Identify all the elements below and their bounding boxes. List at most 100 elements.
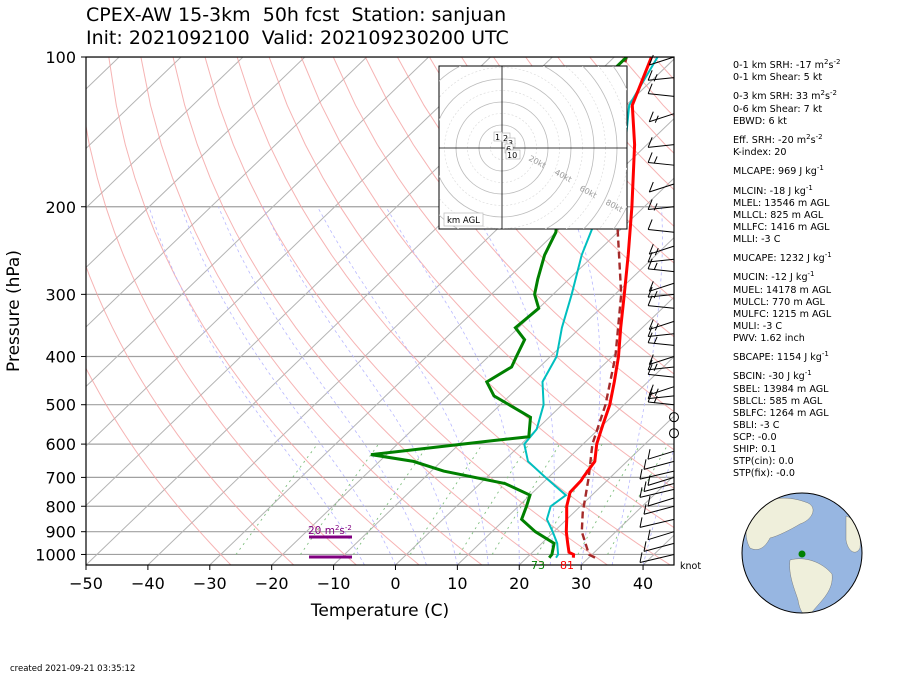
svg-text:1: 1 — [495, 133, 500, 142]
isotherm-gridline — [457, 356, 674, 565]
wind-barb — [648, 243, 675, 256]
dry-adiabat — [332, 57, 674, 451]
surface-dewpoint-label: 73 — [531, 559, 545, 572]
mixing-ratio-line — [577, 443, 641, 555]
wind-barb — [639, 517, 675, 528]
y-tick-label: 700 — [45, 468, 76, 487]
index-line: MLLCL: 825 m AGL — [733, 209, 824, 221]
index-line: MULFC: 1215 m AGL — [733, 308, 832, 320]
svg-text:6: 6 — [506, 145, 511, 154]
moist-adiabat — [385, 206, 520, 565]
sounding-indices-panel: 0-1 km SRH: -17 m2s-2 0-1 km Shear: 5 kt 0… — [733, 56, 840, 481]
wind-barb — [639, 552, 675, 563]
wind-barb — [647, 359, 675, 371]
wind-barb — [639, 487, 675, 498]
x-axis-label: Temperature (C) — [310, 601, 449, 621]
wind-barb — [643, 459, 675, 470]
hodograph-unit-box: km AGL — [443, 212, 484, 227]
x-tick-label: −20 — [255, 574, 289, 593]
x-tick-label: 20 — [509, 574, 529, 593]
y-axis-label: Pressure (hPa) — [4, 250, 24, 372]
wind-barb — [647, 295, 675, 309]
index-line: MLLI: -3 C — [733, 234, 781, 246]
wind-barb — [647, 70, 675, 82]
wind-barb — [648, 319, 675, 331]
index-line: 0-1 km SRH: -17 m2s-2 — [733, 58, 841, 72]
index-line: SBEL: 13984 m AGL — [733, 383, 829, 395]
dry-adiabat — [493, 57, 674, 264]
wind-barb — [647, 251, 675, 263]
isotherm-gridline — [518, 415, 674, 565]
y-tick-label: 400 — [45, 348, 76, 367]
temperature-trace — [564, 57, 653, 558]
dry-adiabat — [140, 57, 483, 565]
wind-barb — [643, 541, 675, 552]
wind-barb — [648, 354, 675, 366]
x-tick-label: 40 — [633, 574, 653, 593]
x-tick-label: −50 — [69, 574, 103, 593]
y-tick-label: 900 — [45, 523, 76, 542]
index-line: SHIP: 0.1 — [733, 444, 777, 456]
wind-barb — [647, 495, 675, 507]
index-line: SBCIN: -30 J kg-1 — [733, 369, 812, 383]
index-line: SCP: -0.0 — [733, 432, 777, 444]
wind-barb — [648, 384, 675, 396]
index-line: EBWD: 6 kt — [733, 115, 787, 127]
dry-adiabat — [268, 57, 674, 529]
wind-barb — [648, 111, 675, 123]
moist-adiabat — [611, 206, 663, 565]
isotherm-gridline — [86, 57, 429, 388]
index-line: SBLFC: 1264 m AGL — [733, 407, 829, 419]
isotherm-gridline — [86, 57, 306, 269]
chart-title-line2: Init: 2021092100 Valid: 202109230200 UTC — [86, 27, 509, 49]
index-line: SBLCL: 585 m AGL — [733, 395, 823, 407]
wind-barb — [648, 281, 675, 292]
wind-barb — [647, 199, 675, 211]
index-line: STP(cin): 0.0 — [733, 456, 794, 468]
dry-adiabat — [86, 265, 295, 565]
moist-adiabat — [218, 206, 427, 565]
index-line: MUCAPE: 1232 J kg-1 — [733, 251, 832, 265]
isotherm-gridline — [86, 57, 182, 150]
wind-barb — [647, 475, 675, 486]
x-tick-label: 10 — [447, 574, 467, 593]
srh-bar-label: 20 m2s-2 — [308, 524, 352, 537]
dry-adiabat — [428, 57, 674, 338]
station-marker — [798, 550, 806, 558]
svg-text:2: 2 — [503, 134, 508, 143]
mixing-ratio-line — [352, 443, 429, 555]
moist-adiabat — [642, 446, 674, 565]
mixing-ratio-line — [235, 443, 318, 555]
hodograph-panel — [438, 65, 628, 230]
mixing-ratio-line — [491, 443, 561, 555]
wind-barb — [647, 137, 675, 148]
wind-barb — [639, 469, 675, 480]
globe-outline — [741, 492, 863, 614]
surface-temperature-label: 81 — [560, 559, 574, 572]
wind-barb — [647, 449, 675, 460]
mixing-ratio-line — [300, 443, 379, 555]
dry-adiabat — [204, 57, 608, 565]
svg-text:10: 10 — [507, 151, 517, 160]
y-tick-label: 100 — [45, 48, 76, 67]
dry-adiabat — [86, 367, 232, 565]
y-tick-label: 600 — [45, 435, 76, 454]
y-tick-label: 500 — [45, 396, 76, 415]
dry-adiabat — [364, 57, 674, 413]
index-line: MUCIN: -12 J kg-1 — [733, 270, 815, 284]
hodograph-height-label: 1 — [493, 131, 503, 142]
wind-barb — [647, 152, 675, 166]
x-tick-label: 30 — [571, 574, 591, 593]
index-line: STP(fix): -0.0 — [733, 468, 795, 480]
wind-barb — [647, 332, 675, 346]
index-line: MLCIN: -18 J kg-1 — [733, 183, 813, 197]
wind-barb — [647, 391, 675, 406]
index-line: SBCAPE: 1154 J kg-1 — [733, 350, 829, 364]
wind-barb — [647, 364, 675, 378]
mixing-ratio-line — [409, 443, 483, 555]
index-line: MLEL: 13546 m AGL — [733, 197, 830, 209]
wind-barb — [647, 258, 675, 273]
moist-adiabat — [262, 206, 458, 565]
x-tick-label: 0 — [390, 574, 400, 593]
x-tick-label: −10 — [317, 574, 351, 593]
